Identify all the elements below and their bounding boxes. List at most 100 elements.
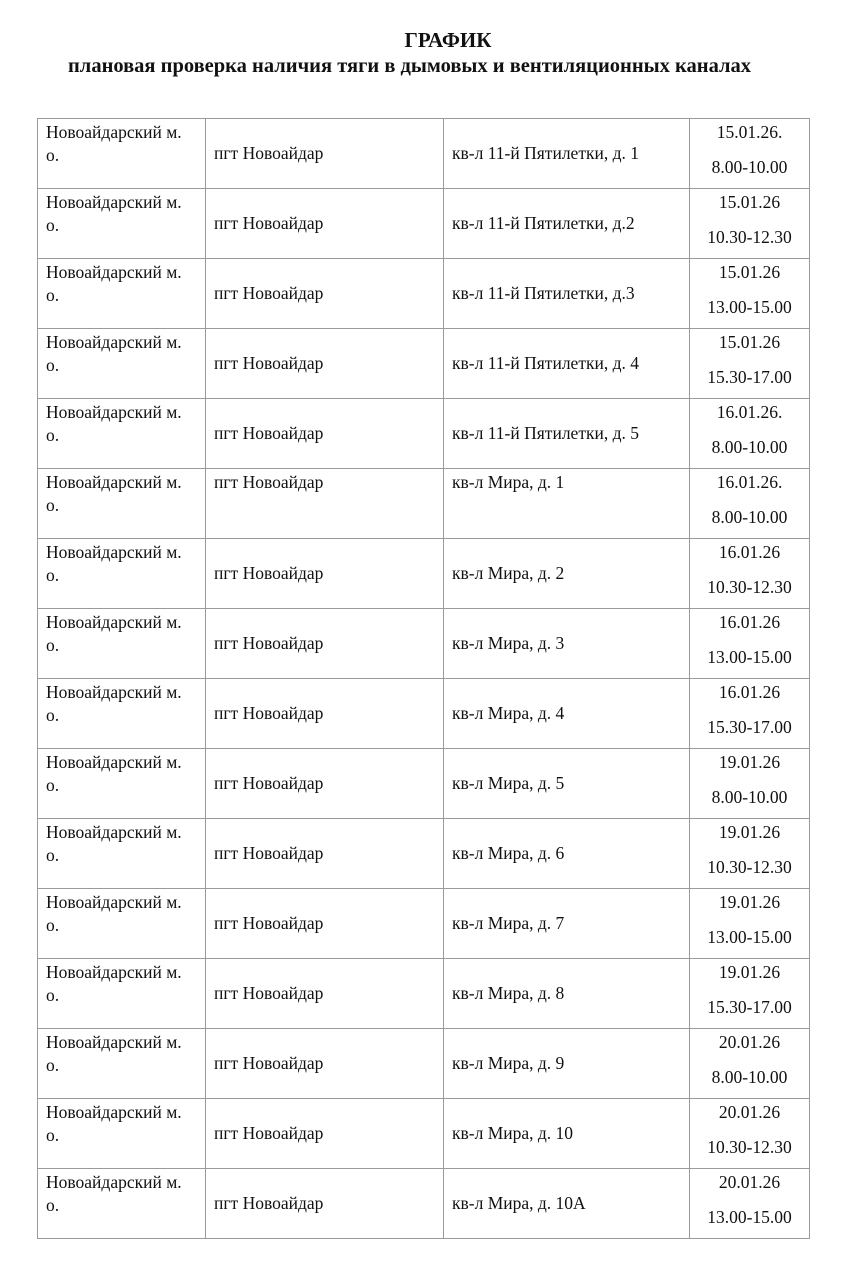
table-row: Новоайдарский м. о. пгт Новоайдар кв-л Мир… (37, 1168, 810, 1239)
date-text: 19.01.26 (718, 752, 781, 772)
town-cell: пгт Новоайдар (205, 468, 444, 539)
table-row: Новоайдарский м. о. пгт Новоайдар кв-л 11-… (37, 118, 810, 189)
date-text: 19.01.26 (718, 962, 781, 982)
date-text: 16.01.26 (718, 542, 781, 562)
date-time-cell: 20.01.26 13.00-15.00 (689, 1168, 810, 1239)
time-text: 8.00-10.00 (711, 787, 788, 807)
date-text: 16.01.26 (718, 682, 781, 702)
district-cell: Новоайдарский м. о. (37, 118, 206, 189)
district-cell: Новоайдарский м. о. (37, 468, 206, 539)
table-row: Новоайдарский м. о. пгт Новоайдар кв-л 11-… (37, 188, 810, 259)
date-time-cell: 15.01.26 13.00-15.00 (689, 258, 810, 329)
table-row: Новоайдарский м. о. пгт Новоайдар кв-л Мир… (37, 538, 810, 609)
date-time-cell: 15.01.26. 8.00-10.00 (689, 118, 810, 189)
town-cell: пгт Новоайдар (205, 188, 444, 259)
address-cell: кв-л 11-й Пятилетки, д.2 (443, 188, 690, 259)
table-row: Новоайдарский м. о. пгт Новоайдар кв-л Мир… (37, 1098, 810, 1169)
town-cell: пгт Новоайдар (205, 1028, 444, 1099)
date-text: 20.01.26 (718, 1032, 781, 1052)
date-time-cell: 20.01.26 10.30-12.30 (689, 1098, 810, 1169)
date-time-cell: 20.01.26 8.00-10.00 (689, 1028, 810, 1099)
date-text: 16.01.26 (718, 612, 781, 632)
table-row: Новоайдарский м. о. пгт Новоайдар кв-л Мир… (37, 468, 810, 539)
address-cell: кв-л Мира, д. 1 (443, 468, 690, 539)
date-time-cell: 19.01.26 10.30-12.30 (689, 818, 810, 889)
time-text: 13.00-15.00 (707, 647, 792, 667)
time-text: 13.00-15.00 (707, 927, 792, 947)
district-cell: Новоайдарский м. о. (37, 398, 206, 469)
date-text: 16.01.26. (716, 402, 783, 422)
table-row: Новоайдарский м. о. пгт Новоайдар кв-л Мир… (37, 818, 810, 889)
document-subtitle: плановая проверка наличия тяги в дымовых… (68, 55, 752, 77)
date-text: 15.01.26 (718, 192, 781, 212)
table-row: Новоайдарский м. о. пгт Новоайдар кв-л Мир… (37, 748, 810, 819)
town-cell: пгт Новоайдар (205, 1168, 444, 1239)
date-time-cell: 19.01.26 15.30-17.00 (689, 958, 810, 1029)
address-cell: кв-л Мира, д. 10 (443, 1098, 690, 1169)
town-cell: пгт Новоайдар (205, 538, 444, 609)
table-row: Новоайдарский м. о. пгт Новоайдар кв-л Мир… (37, 958, 810, 1029)
time-text: 15.30-17.00 (707, 367, 792, 387)
date-text: 15.01.26. (716, 122, 783, 142)
schedule-table: Новоайдарский м. о. пгт Новоайдар кв-л 11-… (37, 118, 810, 1239)
table-row: Новоайдарский м. о. пгт Новоайдар кв-л Мир… (37, 608, 810, 679)
time-text: 8.00-10.00 (711, 1067, 788, 1087)
time-text: 10.30-12.30 (707, 577, 792, 597)
time-text: 13.00-15.00 (707, 297, 792, 317)
date-text: 20.01.26 (718, 1172, 781, 1192)
time-text: 10.30-12.30 (707, 227, 792, 247)
town-cell: пгт Новоайдар (205, 398, 444, 469)
table-row: Новоайдарский м. о. пгт Новоайдар кв-л Мир… (37, 1028, 810, 1099)
document-title: ГРАФИК (404, 28, 492, 52)
address-cell: кв-л Мира, д. 6 (443, 818, 690, 889)
table-row: Новоайдарский м. о. пгт Новоайдар кв-л 11-… (37, 258, 810, 329)
address-cell: кв-л 11-й Пятилетки, д.3 (443, 258, 690, 329)
time-text: 8.00-10.00 (711, 437, 788, 457)
address-cell: кв-л 11-й Пятилетки, д. 1 (443, 118, 690, 189)
table-row: Новоайдарский м. о. пгт Новоайдар кв-л Мир… (37, 678, 810, 749)
address-cell: кв-л Мира, д. 4 (443, 678, 690, 749)
town-cell: пгт Новоайдар (205, 328, 444, 399)
date-time-cell: 16.01.26 10.30-12.30 (689, 538, 810, 609)
district-cell: Новоайдарский м. о. (37, 888, 206, 959)
address-cell: кв-л Мира, д. 7 (443, 888, 690, 959)
time-text: 10.30-12.30 (707, 1137, 792, 1157)
town-cell: пгт Новоайдар (205, 1098, 444, 1169)
schedule-table-body: Новоайдарский м. о. пгт Новоайдар кв-л 11-… (37, 118, 810, 1239)
town-cell: пгт Новоайдар (205, 748, 444, 819)
date-time-cell: 15.01.26 10.30-12.30 (689, 188, 810, 259)
town-cell: пгт Новоайдар (205, 678, 444, 749)
table-row: Новоайдарский м. о. пгт Новоайдар кв-л Мир… (37, 888, 810, 959)
time-text: 15.30-17.00 (707, 717, 792, 737)
date-time-cell: 19.01.26 8.00-10.00 (689, 748, 810, 819)
date-text: 16.01.26. (716, 472, 783, 492)
address-cell: кв-л 11-й Пятилетки, д. 4 (443, 328, 690, 399)
town-cell: пгт Новоайдар (205, 818, 444, 889)
district-cell: Новоайдарский м. о. (37, 958, 206, 1029)
date-time-cell: 16.01.26 13.00-15.00 (689, 608, 810, 679)
district-cell: Новоайдарский м. о. (37, 818, 206, 889)
address-cell: кв-л Мира, д. 10А (443, 1168, 690, 1239)
district-cell: Новоайдарский м. о. (37, 188, 206, 259)
date-text: 15.01.26 (718, 332, 781, 352)
date-time-cell: 16.01.26. 8.00-10.00 (689, 398, 810, 469)
district-cell: Новоайдарский м. о. (37, 1028, 206, 1099)
date-text: 20.01.26 (718, 1102, 781, 1122)
district-cell: Новоайдарский м. о. (37, 1098, 206, 1169)
time-text: 10.30-12.30 (707, 857, 792, 877)
time-text: 15.30-17.00 (707, 997, 792, 1017)
date-time-cell: 19.01.26 13.00-15.00 (689, 888, 810, 959)
date-text: 19.01.26 (718, 822, 781, 842)
district-cell: Новоайдарский м. о. (37, 328, 206, 399)
town-cell: пгт Новоайдар (205, 958, 444, 1029)
time-text: 8.00-10.00 (711, 157, 788, 177)
town-cell: пгт Новоайдар (205, 258, 444, 329)
date-text: 19.01.26 (718, 892, 781, 912)
district-cell: Новоайдарский м. о. (37, 258, 206, 329)
date-time-cell: 16.01.26. 8.00-10.00 (689, 468, 810, 539)
date-time-cell: 16.01.26 15.30-17.00 (689, 678, 810, 749)
date-time-cell: 15.01.26 15.30-17.00 (689, 328, 810, 399)
address-cell: кв-л Мира, д. 8 (443, 958, 690, 1029)
address-cell: кв-л Мира, д. 2 (443, 538, 690, 609)
district-cell: Новоайдарский м. о. (37, 748, 206, 819)
